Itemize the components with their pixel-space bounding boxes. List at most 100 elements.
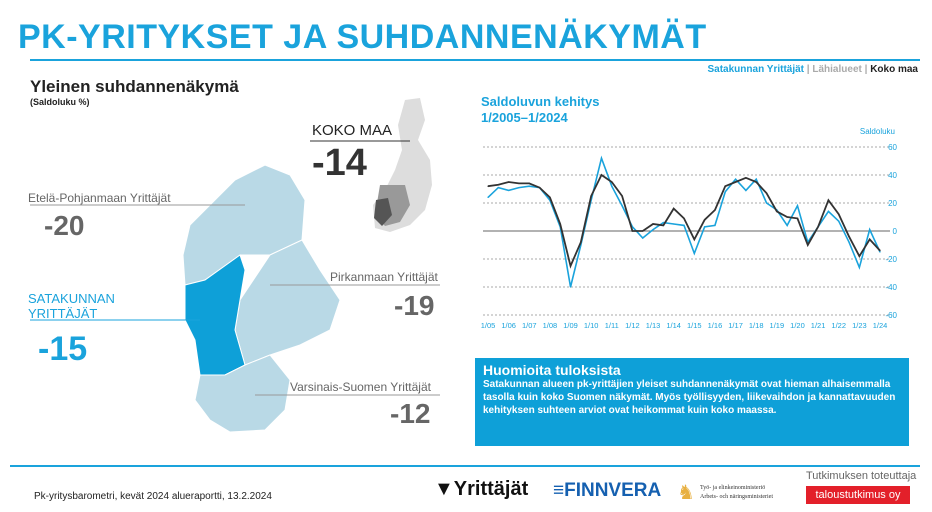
data-point	[734, 181, 737, 183]
chart-title: Saldoluvun kehitys 1/2005–1/2024	[481, 94, 599, 126]
data-point	[693, 252, 695, 254]
data-point	[538, 187, 541, 189]
region-satakunta	[184, 254, 246, 376]
region-label-koko-maa: KOKO MAA	[312, 122, 393, 139]
data-point	[518, 187, 520, 189]
x-tick-label: 1/11	[605, 321, 619, 330]
credit-label: Tutkimuksen toteuttaja	[806, 470, 917, 482]
data-point	[559, 223, 561, 225]
chart-subtitle: 1/2005–1/2024	[481, 110, 568, 125]
region-label-etela-pohjanmaa: Etelä-Pohjanmaan Yrittäjät	[28, 191, 171, 205]
data-point	[858, 255, 860, 257]
x-tick-label: 1/17	[728, 321, 743, 330]
data-point	[600, 174, 603, 176]
data-point	[879, 251, 881, 253]
data-point	[652, 223, 654, 225]
divider	[10, 465, 920, 467]
x-tick-label: 1/14	[666, 321, 681, 330]
region-value-etela-pohjanmaa: -20	[44, 210, 85, 241]
data-point	[879, 250, 881, 252]
x-tick-label: 1/12	[625, 321, 640, 330]
yrittajat-mark-icon: ▼	[434, 478, 454, 500]
data-point	[600, 157, 603, 159]
section-title: Yleinen suhdannenäkymä	[30, 77, 239, 96]
data-point	[724, 185, 726, 187]
data-point	[734, 178, 737, 180]
y-tick-label: -20	[885, 255, 897, 264]
notes-text: Satakunnan alueen pk-yrittäjien yleiset …	[483, 379, 896, 416]
data-point	[714, 209, 716, 211]
nav-koko-maa[interactable]: Koko maa	[870, 64, 918, 75]
data-point	[508, 189, 510, 191]
data-point	[487, 196, 489, 198]
data-point	[621, 195, 623, 197]
data-point	[611, 181, 613, 183]
x-tick-label: 1/23	[852, 321, 867, 330]
region-value-varsinais-suomi: -12	[390, 398, 431, 429]
x-tick-label: 1/18	[749, 321, 764, 330]
x-tick-label: 1/19	[770, 321, 785, 330]
data-point	[838, 220, 840, 222]
taloustutkimus-logo: taloustutkimus oy	[806, 486, 910, 504]
data-point	[724, 191, 726, 193]
nav-satakunta[interactable]: Satakunnan Yrittäjät	[707, 64, 805, 75]
data-point	[796, 205, 799, 207]
data-point	[869, 238, 871, 240]
notes-title: Huomioita tuloksista	[483, 362, 621, 378]
data-point	[693, 238, 695, 240]
notes-box: Huomioita tuloksista Satakunnan alueen p…	[475, 358, 909, 446]
data-point	[497, 184, 499, 186]
data-point	[848, 236, 850, 238]
region-label-varsinais-suomi: Varsinais-Suomen Yrittäjät	[290, 380, 431, 394]
data-point	[745, 177, 747, 179]
data-point	[662, 224, 664, 226]
data-point	[611, 185, 613, 187]
line-chart: Saldoluku 60 40 20 0 -20 -40 -60 1/05 1/06 1/07 1/…	[481, 127, 898, 330]
yrittajat-logo: ▼Yrittäjät	[434, 478, 528, 501]
data-point	[497, 187, 499, 189]
region-value-satakunta: -15	[38, 330, 88, 368]
data-point	[508, 181, 510, 183]
chart-title-text: Saldoluvun kehitys	[481, 94, 600, 109]
data-point	[528, 182, 530, 184]
data-point	[683, 217, 685, 219]
data-point	[765, 202, 768, 204]
data-point	[786, 224, 788, 226]
x-tick-label: 1/24	[873, 321, 888, 330]
nav-lahialueet[interactable]: Lähialueet	[812, 64, 862, 75]
data-point	[642, 237, 644, 239]
series-line-koko-maa	[487, 173, 881, 269]
x-tick-label: 1/05	[481, 321, 496, 330]
data-point	[786, 216, 788, 218]
data-point	[590, 195, 592, 197]
data-point	[827, 210, 830, 212]
tem-logo-sv: Arbets- och näringsministeriet	[700, 494, 773, 500]
data-point	[580, 241, 582, 243]
data-point	[704, 219, 706, 221]
unit-label: (Saldoluku %)	[30, 97, 90, 107]
data-point	[807, 244, 809, 246]
yrittajat-logo-text: Yrittäjät	[453, 478, 529, 500]
x-tick-label: 1/21	[811, 321, 826, 330]
data-point	[765, 192, 768, 194]
x-tick-label: 1/08	[543, 321, 558, 330]
finnvera-logo: ≡FINNVERA	[553, 480, 661, 502]
data-point	[827, 199, 830, 201]
region-label-pirkanmaa: Pirkanmaan Yrittäjät	[330, 270, 438, 284]
data-point	[569, 286, 572, 288]
data-point	[776, 210, 778, 212]
page-title: PK-YRITYKSET JA SUHDANNENÄKYMÄT	[18, 18, 707, 56]
x-tick-label: 1/15	[687, 321, 702, 330]
data-point	[528, 185, 530, 187]
data-point	[714, 224, 716, 226]
series-line-satakunta	[487, 155, 881, 288]
data-point	[704, 226, 706, 228]
lion-crest-icon: ♞	[677, 482, 695, 504]
data-point	[662, 222, 664, 224]
x-tick-label: 1/16	[708, 321, 723, 330]
data-point	[642, 230, 644, 232]
data-point	[755, 178, 757, 180]
data-point	[683, 224, 685, 226]
x-tick-label: 1/22	[831, 321, 846, 330]
y-tick-label: -40	[885, 283, 897, 292]
